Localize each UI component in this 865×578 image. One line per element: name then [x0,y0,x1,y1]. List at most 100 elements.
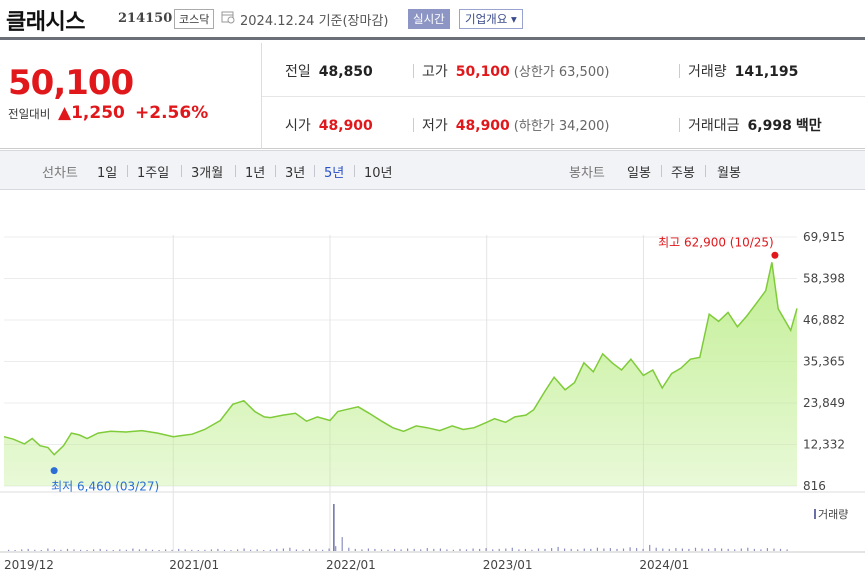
period-1w[interactable]: 1주일 [137,166,170,181]
volume-bar [333,504,335,551]
period-5y[interactable]: 5년 [324,166,345,181]
realtime-button[interactable]: 실시간 [408,9,450,29]
volume-bar [197,550,199,551]
volume-bar [158,550,160,551]
volume-bar [250,549,252,551]
volume-bar [348,547,350,551]
volume-bar [479,548,481,551]
volume-bar [505,548,507,551]
volume-bar [760,549,762,551]
volume-bar [603,548,605,551]
candle-weekly[interactable]: 주봉 [671,166,695,181]
period-1d[interactable]: 1일 [97,166,118,181]
y-tick-label: 23,849 [803,396,845,410]
volume-bar [400,549,402,551]
trade-value-value: 6,998 [747,118,792,134]
volume-bar [511,547,513,551]
candle-chart-label: 봉차트 [569,166,605,181]
high-label: 고가 [422,64,448,80]
stock-code: 214150 [118,11,173,26]
volume-bar [341,537,343,551]
period-1y[interactable]: 1년 [245,166,266,181]
volume-bar [66,548,69,551]
stock-name: 클래시스 [6,10,85,35]
volume-bar [112,550,114,551]
volume-bar [34,549,36,551]
volume-bar [446,549,448,551]
volume-bar [282,548,284,551]
volume-bar [322,549,324,551]
company-info-dropdown[interactable]: 기업개요 ▾ [459,9,523,29]
volume-bar [537,548,540,551]
low-value: 48,900 [455,118,510,134]
volume-bar [394,548,396,551]
y-tick-label: 58,398 [803,272,845,286]
x-tick-label: 2022/01 [326,558,376,572]
volume-bar [721,548,723,551]
volume-bar [230,550,232,551]
stock-header: 클래시스 214150 코스닥 2024.12.24 기준(장마감) 실시간 기… [0,0,865,40]
x-tick-label: 2023/01 [483,558,533,572]
x-tick-label: 2024/01 [639,558,689,572]
volume-bar [125,549,127,551]
y-tick-label: 46,882 [803,313,845,327]
x-tick-label: 2021/01 [169,558,219,572]
volume-bar [93,549,95,551]
volume-bar [289,547,291,551]
change-label: 전일대비 [8,107,51,121]
volume-value: 141,195 [734,64,799,80]
volume-bar [47,548,49,551]
volume-bar [714,548,716,551]
period-10y[interactable]: 10년 [364,166,393,181]
volume-bar [485,548,487,551]
volume-bar [40,550,42,551]
upper-limit: (상한가 63,500) [513,65,610,80]
candle-monthly[interactable]: 월봉 [717,166,741,181]
y-tick-label: 35,365 [803,355,845,369]
base-date: 2024.12.24 기준(장마감) [240,14,389,29]
volume-legend: 거래량 [818,508,848,521]
price-chart[interactable]: 69,91558,39846,88235,36523,84912,332816 … [0,191,865,578]
volume-bar [413,548,415,551]
volume-bar [132,548,134,551]
volume-bar [302,549,304,551]
volume-label: 거래량 [688,64,727,80]
volume-bar [727,548,729,551]
volume-bar [564,548,566,551]
open-value: 48,900 [318,118,373,134]
lower-limit: (하한가 34,200) [513,119,610,134]
volume-bar [361,549,363,551]
volume-bar [276,548,278,551]
volume-bar [452,549,454,551]
period-3y[interactable]: 3년 [285,166,306,181]
volume-bar [531,549,533,551]
volume-legend-swatch [814,509,816,519]
volume-bar [642,548,644,551]
volume-bar [243,548,245,551]
volume-bar [498,548,500,551]
volume-bar [354,548,356,551]
candle-daily[interactable]: 일봉 [627,166,651,181]
volume-bar [740,548,742,551]
volume-bar [459,548,461,551]
volume-bar [622,548,625,551]
min-annotation: 최저 6,460 (03/27) [51,480,159,494]
volume-bar [629,547,631,551]
quote-cells: 전일 48,850 고가 50,100 (상한가 63,500) 거래량 141,195… [262,43,865,149]
volume-bar [223,549,226,551]
volume-bar [315,549,317,551]
period-3m[interactable]: 3개월 [191,166,224,181]
min-point-marker [50,467,58,475]
prev-close-value: 48,850 [318,64,373,80]
volume-bar [688,548,690,551]
volume-bar [269,549,271,551]
volume-bar [609,548,611,551]
volume-bar [596,547,598,551]
volume-bar [21,549,23,551]
calendar-icon [221,11,235,24]
volume-bar [8,549,10,551]
volume-bar [420,549,422,551]
market-badge: 코스닥 [174,9,215,29]
volume-bar [655,547,657,551]
volume-bar [779,548,782,551]
